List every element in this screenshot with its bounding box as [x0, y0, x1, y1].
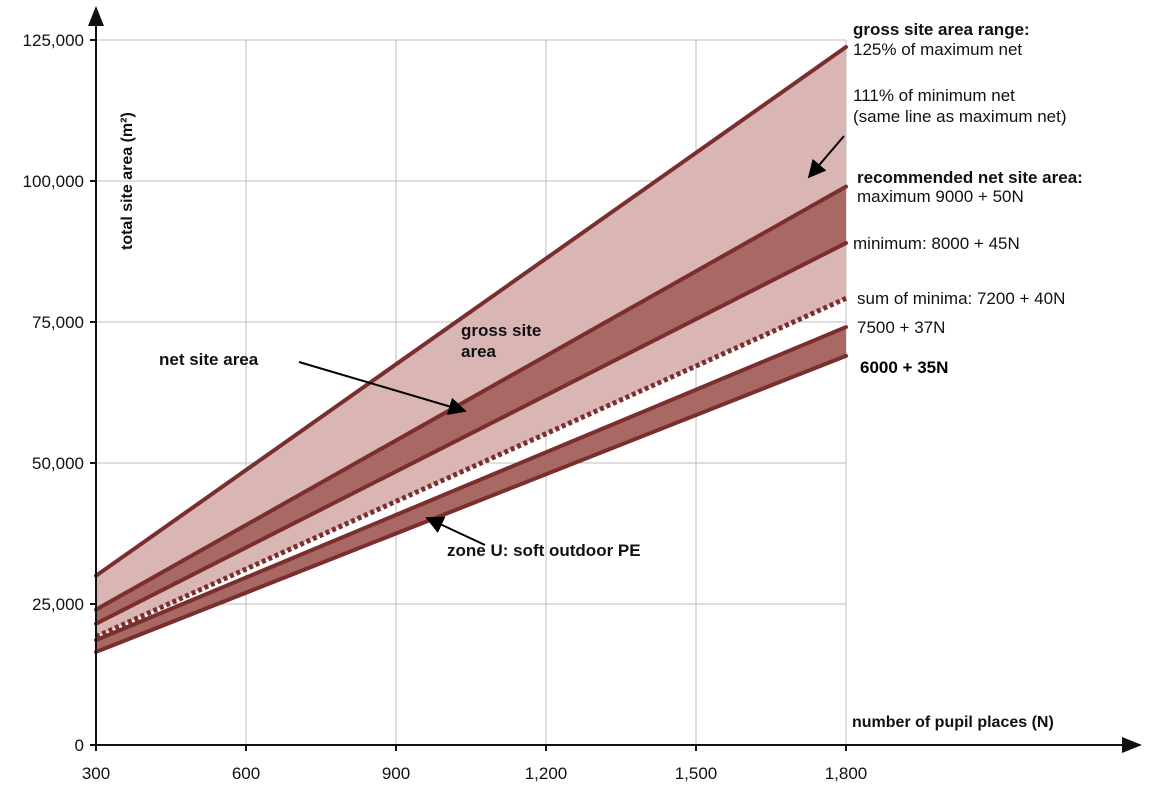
y-tick-label: 75,000: [32, 313, 84, 332]
arrow-zone-u: [425, 516, 486, 546]
label-gross-site-area-1: gross site: [461, 321, 541, 340]
annotation-net-min: minimum: 8000 + 45N: [853, 234, 1020, 253]
x-tick-label: 300: [82, 764, 110, 783]
annotation-sum-minima: sum of minima: 7200 + 40N: [857, 289, 1065, 308]
x-tick-label: 1,800: [825, 764, 868, 783]
tick-labels: 0 25,000 50,000 75,000 100,000 125,000 300 600 9…: [23, 31, 868, 783]
arrow-same-line: [807, 135, 845, 179]
y-tick-label: 100,000: [23, 172, 84, 191]
label-net-site-area: net site area: [159, 350, 259, 369]
series-line-125-of-maximum-net: [94, 45, 848, 578]
series-lines: [94, 45, 848, 654]
x-tick-label: 1,200: [525, 764, 568, 783]
y-tick-label: 50,000: [32, 454, 84, 473]
y-axis-title: total site area (m²): [119, 112, 136, 250]
bands: [96, 47, 846, 652]
label-zone-u: zone U: soft outdoor PE: [447, 541, 641, 560]
annotation-zone-upper: 7500 + 37N: [857, 318, 945, 337]
x-tick-label: 1,500: [675, 764, 718, 783]
y-tick-label: 0: [75, 736, 84, 755]
series-line-minimum-8000-45n: [94, 241, 848, 626]
label-gross-site-area-2: area: [461, 342, 497, 361]
series-line-7500-37n: [94, 325, 848, 643]
annotation-net-max: maximum 9000 + 50N: [857, 187, 1024, 206]
arrow-net-site-area: [298, 361, 467, 416]
x-tick-label: 600: [232, 764, 260, 783]
x-tick-label: 900: [382, 764, 410, 783]
annotation-gross-range-min-2: (same line as maximum net): [853, 107, 1067, 126]
x-axis-title: number of pupil places (N): [852, 714, 1054, 731]
band-gross-site-area: [96, 47, 846, 637]
band-net-site-area: [96, 186, 846, 624]
y-tick-label: 25,000: [32, 595, 84, 614]
axes: [88, 6, 1142, 753]
series-line-maximum-9000-50n: [94, 184, 848, 612]
y-tick-label: 125,000: [23, 31, 84, 50]
annotation-zone-lower: 6000 + 35N: [860, 358, 948, 377]
annotation-gross-range-max: 125% of maximum net: [853, 40, 1022, 59]
series-line-6000-35n: [94, 353, 848, 654]
annotation-gross-range-min-1: 111% of minimum net: [853, 86, 1015, 105]
annotation-gross-range-title: gross site area range:: [853, 20, 1030, 39]
annotation-net-title: recommended net site area:: [857, 168, 1083, 187]
band-zone-u-soft-outdoor-pe: [96, 327, 846, 652]
